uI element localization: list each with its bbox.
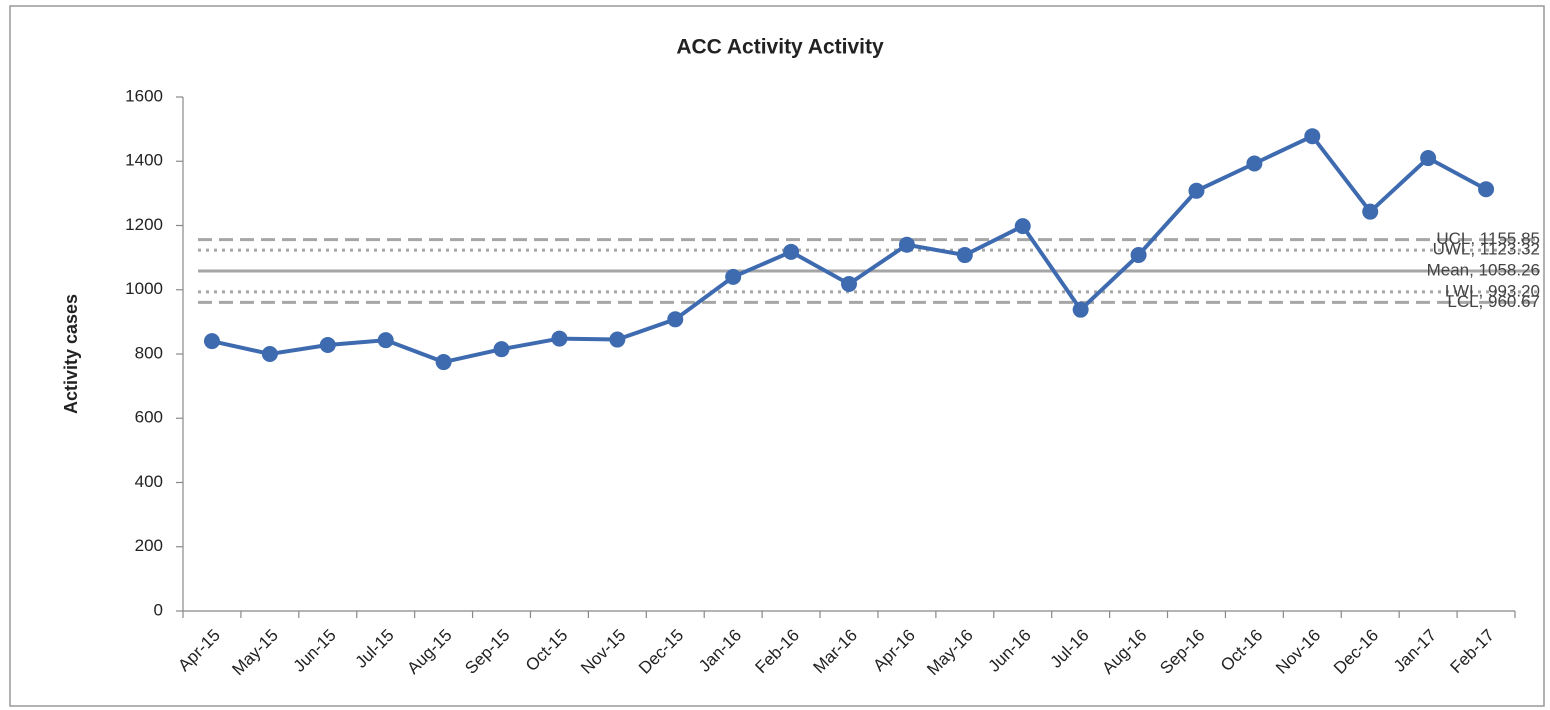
reference-label: UWL, 1123.32 — [1433, 240, 1540, 259]
data-point — [1014, 218, 1031, 235]
data-point — [1130, 247, 1147, 264]
y-tick-label: 800 — [135, 343, 163, 362]
data-point — [841, 275, 857, 292]
y-axis-label: Activity cases — [61, 294, 81, 414]
y-tick-label: 1000 — [125, 279, 163, 298]
data-point — [261, 346, 278, 362]
y-tick-label: 1600 — [125, 86, 163, 105]
data-point — [377, 332, 394, 349]
data-point — [1362, 203, 1379, 220]
reference-label: LCL, 960.67 — [1447, 292, 1540, 311]
chart-frame — [9, 5, 1545, 707]
data-point — [609, 331, 626, 348]
y-tick-label: 1400 — [125, 151, 163, 170]
reference-label: UCL, 1155.85 — [1436, 229, 1540, 248]
data-point — [1246, 155, 1263, 172]
y-tick-label: 600 — [135, 408, 163, 427]
y-tick-label: 200 — [135, 536, 163, 555]
data-point — [1478, 181, 1495, 198]
data-point — [725, 268, 742, 285]
y-tick-label: 400 — [135, 472, 163, 491]
chart-title: ACC Activity Activity — [676, 36, 884, 59]
data-point — [898, 236, 915, 253]
data-point — [667, 311, 684, 328]
data-point — [203, 333, 220, 350]
data-point — [1304, 128, 1321, 145]
reference-label: LWL, 993.20 — [1445, 281, 1540, 300]
reference-label: Mean, 1058.26 — [1427, 261, 1540, 280]
data-point — [1188, 182, 1205, 199]
data-point — [956, 247, 973, 264]
data-point — [1420, 150, 1437, 167]
y-tick-label: 0 — [154, 600, 163, 619]
data-point — [493, 341, 510, 358]
data-point — [551, 330, 568, 347]
data-point — [1072, 301, 1089, 318]
data-point — [319, 337, 336, 354]
data-point — [783, 243, 800, 260]
data-point — [435, 354, 452, 371]
y-tick-label: 1200 — [125, 215, 163, 234]
